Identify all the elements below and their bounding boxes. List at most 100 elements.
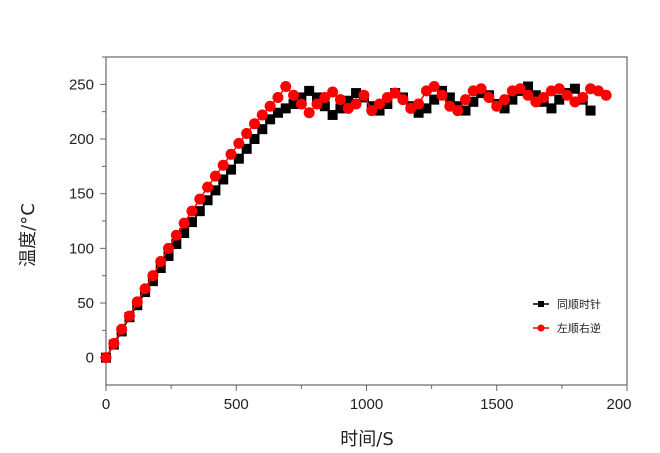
data-point: [553, 83, 565, 95]
data-point: [178, 217, 190, 229]
data-point: [155, 255, 167, 267]
data-point: [209, 170, 221, 182]
data-point: [272, 91, 284, 103]
data-point: [241, 143, 252, 154]
data-point: [421, 103, 432, 114]
series-group: [100, 81, 612, 364]
legend-item: 同顺时针: [533, 297, 601, 311]
legend-marker-circle: [537, 324, 545, 332]
series-1: [101, 81, 596, 363]
y-tick-label: 200: [69, 131, 94, 148]
legend-label: 同顺时针: [557, 297, 601, 311]
data-point: [397, 94, 409, 106]
data-point: [444, 92, 455, 103]
data-point: [366, 105, 378, 117]
data-point: [499, 103, 510, 114]
data-point: [233, 137, 245, 149]
data-point: [123, 310, 135, 322]
data-point: [194, 193, 206, 205]
data-point: [272, 107, 283, 118]
data-point: [522, 89, 534, 101]
data-point: [186, 217, 197, 228]
data-point: [265, 114, 276, 125]
data-point: [554, 94, 565, 105]
data-point: [248, 118, 260, 130]
data-point: [249, 134, 260, 144]
data-point: [163, 242, 175, 254]
data-point: [335, 103, 346, 114]
data-point: [163, 250, 174, 261]
data-point: [538, 91, 550, 103]
series-line: [105, 85, 592, 359]
y-axis-title: 温度/°C: [18, 203, 39, 267]
data-point: [202, 195, 213, 206]
data-point: [475, 83, 487, 95]
data-point: [428, 81, 440, 93]
data-point: [155, 263, 166, 274]
x-tick-label: 1000: [350, 396, 383, 413]
data-point: [170, 229, 182, 241]
data-point: [108, 337, 120, 349]
data-point: [179, 228, 190, 239]
data-point: [295, 98, 307, 110]
x-tick-label: 1500: [480, 396, 513, 413]
data-point: [218, 174, 229, 185]
data-point: [241, 128, 253, 140]
data-point: [600, 89, 612, 101]
data-point: [507, 94, 518, 105]
x-tick-label: 500: [224, 396, 249, 413]
data-point: [436, 89, 448, 101]
data-point: [319, 101, 330, 112]
data-point: [343, 95, 354, 106]
data-point: [280, 81, 292, 93]
data-point: [546, 103, 557, 114]
data-point: [194, 206, 205, 217]
data-point: [460, 105, 471, 116]
data-point: [210, 185, 221, 196]
x-tick-label: 0: [102, 396, 110, 413]
data-point: [288, 99, 299, 110]
x-axis-title: 时间/S: [340, 429, 394, 450]
data-point: [514, 83, 526, 95]
data-point: [327, 109, 338, 120]
data-point: [100, 352, 112, 364]
data-point: [280, 103, 291, 114]
data-point: [459, 94, 471, 106]
data-point: [452, 105, 464, 117]
data-point: [334, 94, 346, 106]
data-point: [499, 94, 511, 106]
y-tick-label: 50: [77, 295, 94, 312]
y-tick-label: 150: [69, 186, 94, 203]
data-point: [374, 98, 386, 110]
data-point: [350, 98, 362, 110]
data-point: [139, 283, 151, 295]
data-point: [217, 159, 229, 171]
data-point: [468, 96, 479, 107]
data-point: [585, 105, 596, 116]
data-point: [256, 109, 268, 121]
data-point: [303, 107, 315, 119]
data-point: [569, 83, 580, 94]
data-point: [319, 91, 331, 103]
data-point: [233, 153, 244, 164]
data-point: [311, 98, 323, 110]
y-tick-label: 100: [69, 240, 94, 257]
data-point: [116, 323, 128, 335]
data-point: [429, 94, 440, 105]
data-point: [491, 100, 503, 112]
data-point: [304, 85, 315, 96]
data-point: [483, 91, 495, 103]
data-point: [577, 91, 589, 103]
data-point: [312, 92, 323, 103]
data-point: [561, 89, 573, 101]
legend-marker-square: [538, 301, 544, 307]
data-point: [358, 89, 370, 101]
data-point: [382, 99, 393, 110]
data-point: [530, 90, 541, 101]
data-point: [351, 88, 362, 99]
data-point: [389, 87, 401, 99]
data-point: [202, 181, 214, 193]
data-point: [264, 100, 276, 112]
